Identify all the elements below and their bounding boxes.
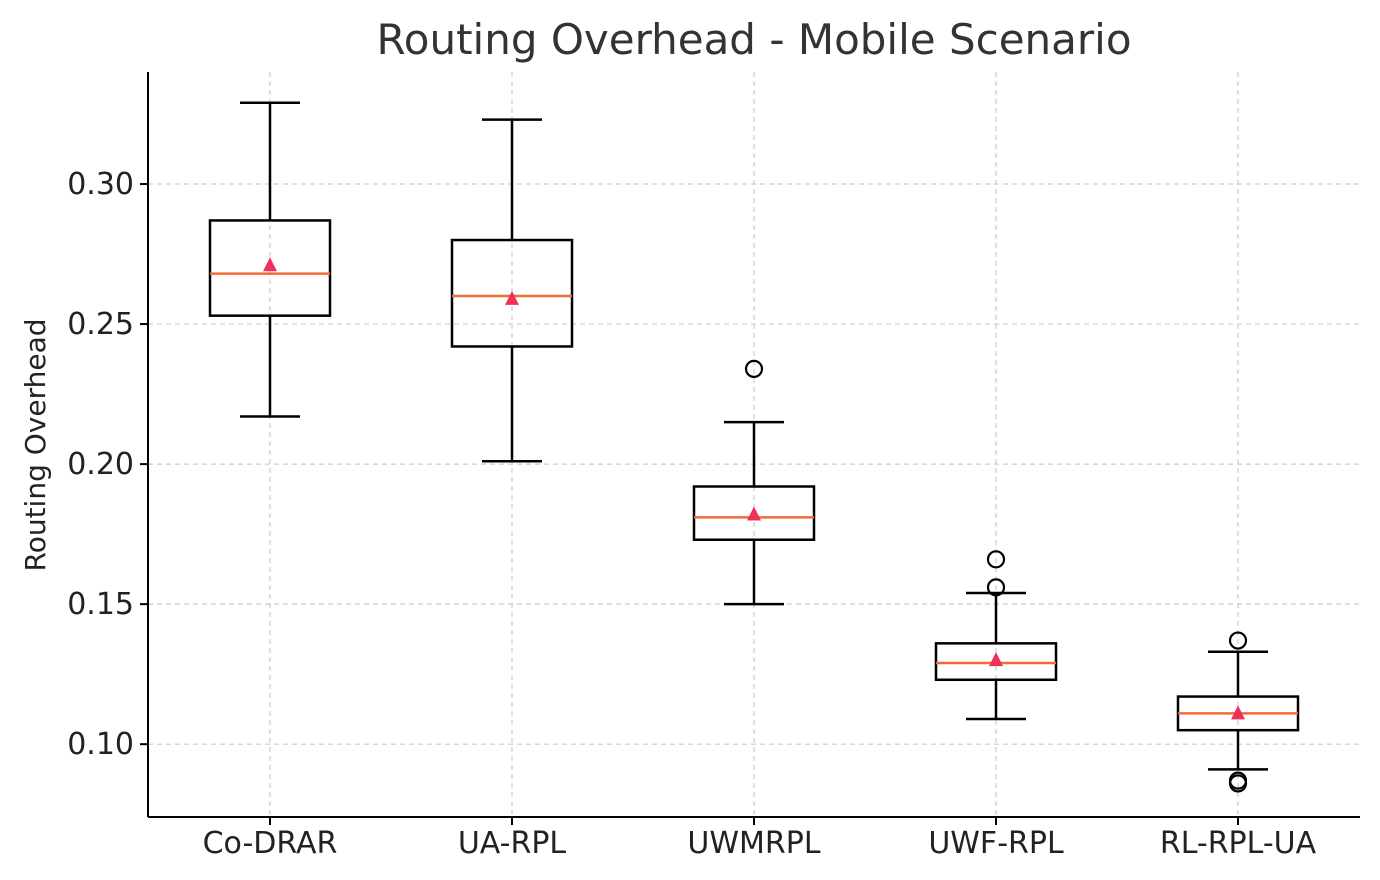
mean-marker <box>505 290 519 305</box>
iqr-box <box>692 485 816 541</box>
mean-marker <box>263 257 277 272</box>
y-tick-label: 0.20 <box>67 447 134 482</box>
outlier-point <box>1228 631 1248 650</box>
outlier-point <box>1228 771 1248 790</box>
iqr-box <box>450 238 574 348</box>
y-tick-label: 0.10 <box>67 727 134 762</box>
y-tick-label: 0.30 <box>67 167 134 202</box>
x-tick-label: UA-RPL <box>458 826 567 861</box>
y-axis-label: Routing Overhead <box>19 318 52 571</box>
mean-marker <box>747 506 761 521</box>
iqr-box <box>934 642 1058 682</box>
box-group-co-drar <box>208 101 332 418</box>
box-group-ua-rpl <box>450 118 574 463</box>
outlier-point <box>986 550 1006 569</box>
x-tick-label: RL-RPL-UA <box>1160 826 1317 861</box>
x-tick-label: UWMRPL <box>687 826 820 861</box>
y-tick-label: 0.25 <box>67 307 134 342</box>
y-tick-label: 0.15 <box>67 587 134 622</box>
box-group-uwf-rpl <box>934 550 1058 721</box>
box-group-uwmrpl <box>692 359 816 606</box>
x-tick-label: Co-DRAR <box>203 826 338 861</box>
outlier-point <box>986 578 1006 597</box>
outlier-point <box>744 359 764 378</box>
iqr-box <box>208 219 332 317</box>
axes: 0.10 0.15 0.20 0.25 0.30 Co-DRAR UA-RPL UWMRPL U… <box>67 72 1360 861</box>
mean-marker <box>1231 705 1245 720</box>
chart-title: Routing Overhead - Mobile Scenario <box>376 15 1131 64</box>
box-group-rl-rpl-ua <box>1176 631 1300 793</box>
boxes <box>208 101 1300 793</box>
mean-marker <box>989 652 1003 667</box>
x-tick-label: UWF-RPL <box>928 826 1064 861</box>
